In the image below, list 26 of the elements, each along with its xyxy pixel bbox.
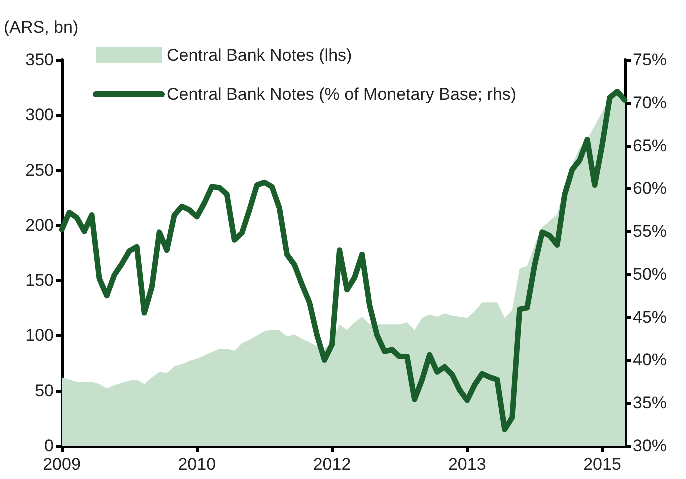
y-tick-label: 0 [44,436,54,456]
y2-tick-label: 35% [633,394,668,413]
y-tick-label: 150 [26,271,54,290]
y-tick-label: 300 [26,106,54,125]
y2-tick-label: 55% [633,222,668,242]
y2-tick-label: 50% [633,264,668,284]
x-tick-label: 2010 [178,455,216,474]
y-axis-title: (ARS, bn) [4,18,79,37]
y2-tick-label: 75% [633,50,668,70]
y-tick-label: 250 [26,160,54,180]
legend-label: Central Bank Notes (lhs) [167,46,352,65]
x-tick-label: 2013 [448,455,486,474]
y2-tick-label: 30% [633,436,668,456]
x-tick-label: 2012 [313,455,352,474]
x-tick-label: 2015 [584,455,622,474]
y2-tick-label: 40% [633,350,668,370]
y2-tick-label: 70% [633,93,668,112]
y2-tick-label: 60% [633,179,668,198]
y2-tick-label: 45% [633,308,668,327]
x-tick-label: 2009 [43,455,81,474]
y-tick-label: 350 [26,50,54,70]
legend-label: Central Bank Notes (% of Monetary Base; rhs) [167,85,517,104]
y2-tick-label: 65% [633,136,668,156]
y-tick-label: 100 [26,326,54,346]
y-tick-label: 200 [26,216,54,235]
y-tick-label: 50 [35,381,54,400]
